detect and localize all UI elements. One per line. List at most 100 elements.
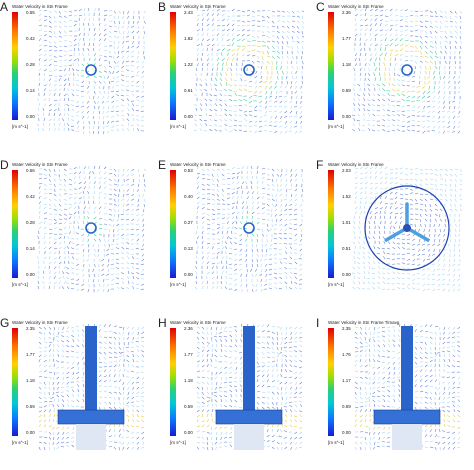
vector-arrow — [103, 324, 107, 328]
vector-arrow — [458, 213, 461, 218]
vector-arrow — [63, 240, 65, 245]
vector-arrow — [357, 98, 361, 102]
vector-arrow — [293, 213, 298, 216]
vector-arrow — [364, 331, 367, 335]
vector-arrow — [293, 415, 298, 418]
vector-arrow — [434, 173, 438, 177]
vector-arrow — [136, 419, 140, 423]
vector-arrow — [369, 431, 371, 436]
vector-arrow — [459, 203, 462, 208]
legend-title: Water Velocity in Stn Frame Timavg — [328, 320, 400, 325]
vector-arrow — [140, 273, 145, 275]
vector-arrow — [271, 188, 275, 191]
vector-arrow — [459, 208, 462, 211]
vector-arrow — [38, 250, 40, 255]
vector-arrow — [78, 225, 80, 230]
vector-arrow — [419, 351, 423, 354]
vector-arrow — [103, 375, 107, 378]
vector-arrow — [256, 50, 261, 53]
vector-arrow — [86, 258, 90, 262]
vector-arrow — [443, 263, 446, 267]
vector-arrow — [371, 125, 376, 127]
vector-arrow — [359, 13, 363, 17]
vector-arrow — [427, 95, 431, 99]
vector-arrow — [204, 108, 208, 112]
vector-arrow — [77, 63, 80, 67]
vector-arrow — [48, 188, 53, 191]
vector-arrow — [135, 208, 140, 211]
vector-arrow — [369, 167, 373, 170]
vector-arrow — [136, 376, 140, 380]
vector-arrow — [419, 183, 423, 187]
vector-arrow — [459, 40, 462, 44]
vector-arrow — [83, 248, 85, 253]
vector-arrow — [132, 15, 135, 20]
vector-arrow — [83, 18, 86, 22]
color-bar-tick: 0.59 — [342, 88, 351, 93]
vector-arrow — [63, 15, 67, 18]
vector-arrow — [206, 358, 208, 363]
vector-arrow — [352, 114, 356, 117]
vector-arrow — [359, 200, 362, 205]
vector-arrow — [196, 225, 198, 230]
vector-arrow — [48, 233, 53, 235]
vector-arrow — [131, 193, 135, 197]
vector-arrow — [382, 236, 386, 240]
vector-arrow — [48, 198, 52, 202]
vector-arrow — [439, 50, 443, 54]
vector-arrow — [276, 40, 280, 44]
vector-arrow — [285, 120, 288, 124]
vector-arrow — [369, 53, 373, 57]
vector-arrow — [381, 331, 386, 333]
vector-arrow — [256, 278, 259, 283]
vector-arrow — [206, 381, 210, 385]
vector-arrow — [48, 122, 51, 127]
vector-arrow — [281, 35, 284, 39]
vector-arrow — [132, 414, 135, 418]
vector-arrow — [449, 35, 453, 38]
vector-arrow — [354, 211, 357, 215]
vector-arrow — [113, 446, 117, 450]
vector-arrow — [53, 108, 57, 112]
vector-arrow — [216, 248, 221, 250]
vector-arrow — [77, 393, 80, 398]
vector-arrow — [437, 100, 441, 104]
vector-arrow — [359, 220, 361, 225]
vector-arrow — [93, 17, 95, 22]
vector-arrow — [138, 168, 140, 173]
vector-arrow — [113, 208, 116, 212]
vector-arrow — [201, 405, 205, 408]
vector-arrow — [38, 419, 42, 423]
vector-arrow — [266, 30, 270, 33]
vector-arrow — [258, 100, 263, 104]
vector-arrow — [443, 258, 446, 262]
vector-arrow — [221, 48, 225, 52]
vector-arrow — [230, 426, 233, 430]
vector-arrow — [108, 70, 112, 74]
vector-arrow — [75, 69, 80, 72]
vector-arrow — [194, 119, 198, 122]
vector-arrow — [48, 178, 51, 182]
vector-arrow — [201, 381, 205, 385]
vector-arrow — [397, 272, 401, 275]
vector-arrow — [426, 100, 431, 103]
vector-arrow — [276, 55, 280, 59]
vector-arrow — [399, 33, 403, 37]
vector-arrow — [373, 331, 376, 335]
vector-arrow — [372, 109, 376, 112]
vector-arrow — [386, 253, 391, 255]
vector-arrow — [43, 256, 47, 260]
vector-arrow — [65, 376, 70, 379]
vector-arrow — [68, 206, 72, 210]
vector-arrow — [372, 376, 376, 380]
vector-arrow — [378, 72, 381, 77]
vector-arrow — [280, 346, 283, 351]
vector-arrow — [111, 278, 115, 282]
vector-arrow — [66, 371, 70, 375]
vector-arrow — [419, 384, 423, 388]
vector-arrow — [226, 18, 229, 22]
vector-arrow — [457, 354, 461, 358]
vector-arrow — [266, 55, 271, 58]
vector-arrow — [122, 203, 125, 208]
vector-arrow — [224, 123, 228, 127]
